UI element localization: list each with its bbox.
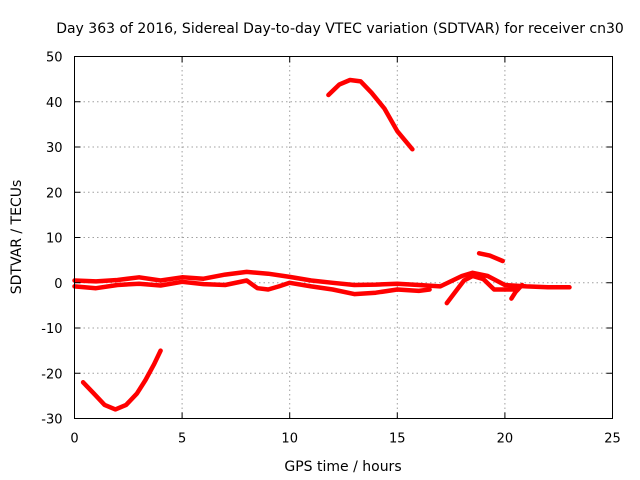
- series-arc-negative-early: [80, 348, 163, 412]
- ticks: 0 5 10 15 20 25 -30 -20 -10 0 10 20 30 40 50: [41, 51, 621, 447]
- y-tick-label: 20: [46, 186, 63, 201]
- y-tick-label: 50: [46, 51, 63, 66]
- y-tick-label: -20: [41, 367, 62, 382]
- series-group: [72, 77, 572, 412]
- y-tick-label: -30: [41, 413, 62, 428]
- series-arc-late-rising: [444, 273, 521, 306]
- grid: [74, 56, 613, 419]
- series-band-main-upper: [72, 269, 572, 290]
- x-tick-label: 20: [497, 432, 514, 447]
- x-axis-label: GPS time / hours: [284, 459, 401, 475]
- x-tick-label: 10: [281, 432, 298, 447]
- y-tick-label: -10: [41, 322, 62, 337]
- series-arc-late-dip: [509, 282, 525, 301]
- x-tick-label: 5: [178, 432, 186, 447]
- y-tick-label: 10: [46, 232, 63, 247]
- x-tick-label: 0: [70, 432, 78, 447]
- y-tick-label: 40: [46, 96, 63, 111]
- series-band-main-lower: [72, 278, 432, 297]
- x-tick-label: 25: [604, 432, 621, 447]
- x-tick-label: 15: [389, 432, 406, 447]
- y-tick-label: 30: [46, 141, 63, 156]
- series-arc-high-positive: [326, 77, 415, 152]
- chart-title: Day 363 of 2016, Sidereal Day-to-day VTE…: [56, 21, 624, 37]
- y-axis-label: SDTVAR / TECUs: [9, 180, 25, 295]
- y-tick-label: 0: [54, 277, 62, 292]
- series-arc-late-positive: [476, 251, 505, 264]
